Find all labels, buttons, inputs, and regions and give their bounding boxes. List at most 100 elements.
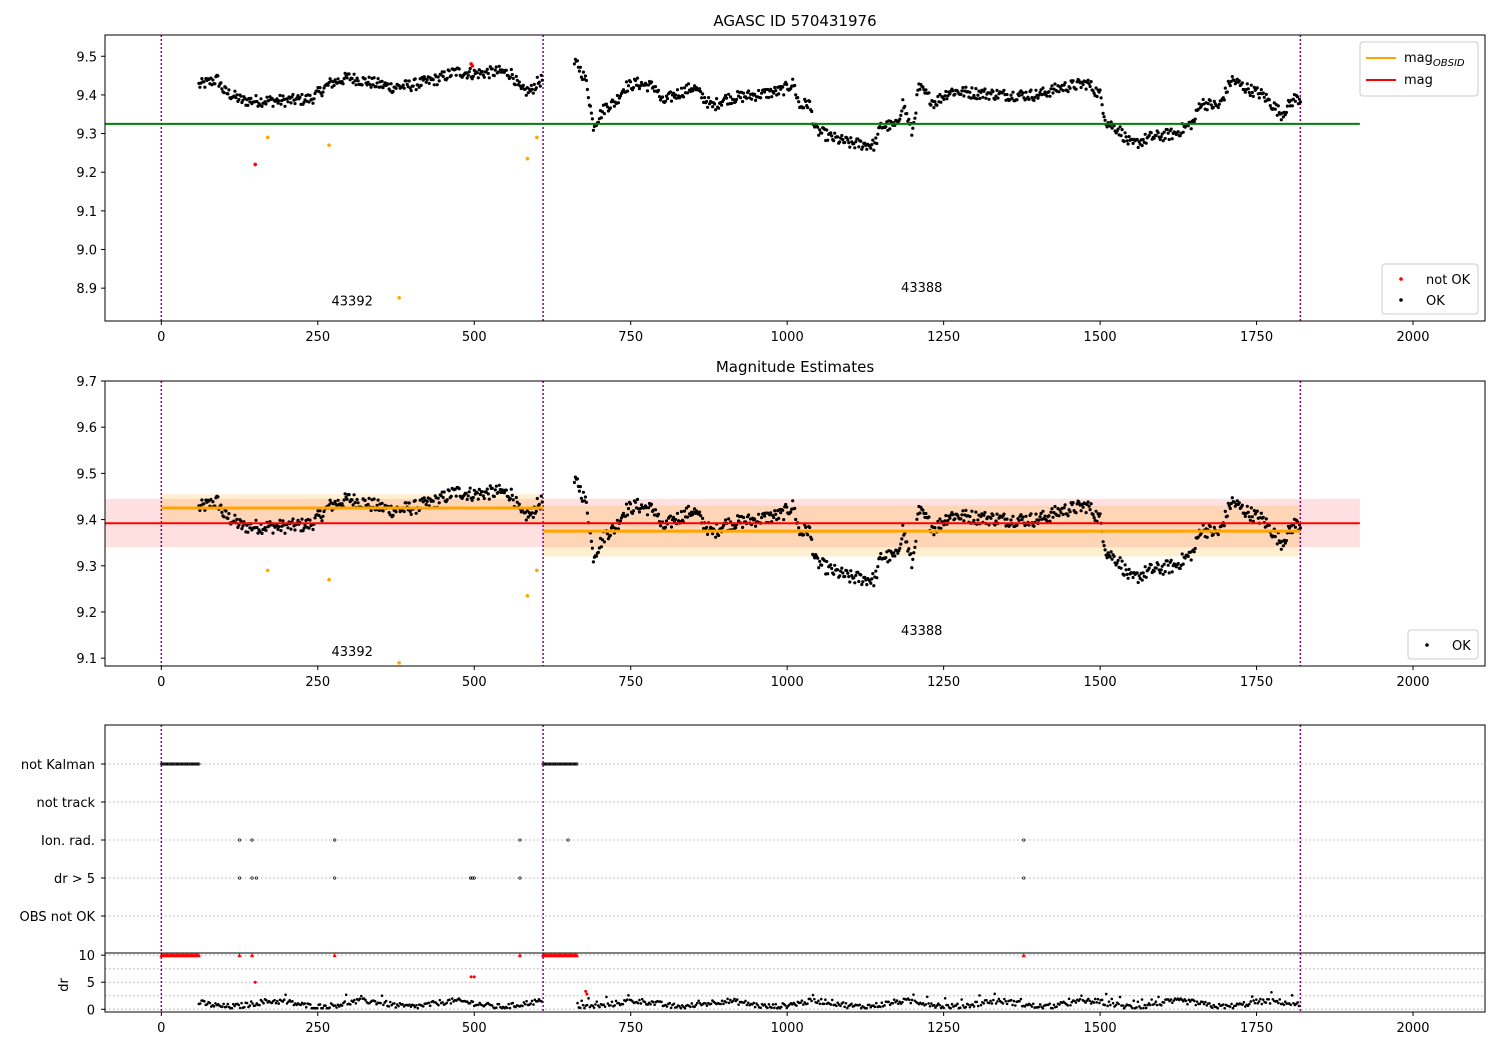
p2-ytick-label: 9.2	[76, 606, 97, 621]
p3-dr-point	[281, 1000, 285, 1003]
p2-ok-point	[219, 503, 223, 507]
p3-dr-point	[1100, 998, 1104, 1002]
p3-dr-point	[925, 995, 929, 999]
p2-ok-point	[983, 510, 987, 515]
p1-ok-point	[411, 84, 415, 88]
p3-dr-point	[1292, 1001, 1295, 1005]
p3-dr-point	[353, 998, 356, 1002]
p3-dr-point	[505, 1006, 509, 1010]
p2-ok-point	[840, 566, 844, 570]
p1-ok-point	[1005, 92, 1009, 97]
panel2-x-axis: 0 250 500 750 1000 1250 1500 1750 2000	[157, 666, 1430, 690]
p1-ok-point	[685, 91, 690, 95]
p1-ok-point	[1181, 130, 1185, 134]
p1-ok-point	[372, 76, 376, 80]
p3-dr-point	[413, 1005, 417, 1009]
p2-ok-point	[1077, 501, 1081, 505]
p1-ok-point	[289, 101, 293, 105]
p3-dr-point	[815, 1001, 819, 1005]
p3-dr-point	[220, 1005, 224, 1008]
p2-ok-point	[494, 484, 498, 488]
p2-ok-point	[699, 514, 703, 518]
p2-ok-point	[876, 565, 880, 569]
p2-ok-point	[347, 493, 351, 497]
p3-dr-point	[580, 999, 583, 1003]
p1-ok-point	[1053, 82, 1057, 86]
p1-ok-point	[496, 70, 500, 74]
p2-ok-point	[1074, 511, 1078, 515]
p2-ok-point	[924, 511, 928, 516]
p3-dr-point	[1198, 1002, 1202, 1006]
p2-ok-point	[211, 500, 215, 504]
p3-dr-point	[766, 1006, 769, 1010]
p1-ok-point	[1125, 139, 1129, 143]
p1-ok-point	[770, 95, 774, 99]
p1-ok-point	[705, 99, 709, 104]
p3-dr-point	[1132, 999, 1136, 1003]
p1-ytick-label: 9.0	[76, 244, 97, 259]
p1-ok-point	[1124, 135, 1128, 139]
p1-ok-point	[1049, 87, 1053, 91]
p2-ok-point	[322, 509, 326, 514]
p1-ok-point	[517, 80, 521, 84]
p1-ok-point	[1248, 93, 1252, 98]
p3-dr-point	[1107, 1000, 1111, 1003]
p1-outlier-point	[535, 135, 539, 140]
p1-ok-point	[681, 95, 686, 99]
p3-dr-point	[1223, 1006, 1226, 1010]
p3-dr-point	[668, 1001, 672, 1005]
p1-ok-point	[942, 97, 946, 101]
p2-ok-point	[948, 516, 952, 520]
p2-ok-point	[1094, 509, 1098, 513]
p2-ok-point	[879, 552, 883, 556]
p1-ok-point	[763, 90, 767, 94]
p1-ok-point	[876, 132, 880, 136]
p1-ok-point	[907, 117, 911, 121]
p1-ok-point	[409, 89, 413, 93]
p2-ok-point	[488, 484, 492, 488]
p1-ok-point	[480, 70, 484, 74]
p1-ok-point	[772, 91, 776, 95]
p1-ok-point	[487, 76, 491, 80]
p3-dr-point	[333, 1004, 337, 1007]
p1-ok-point	[311, 101, 315, 105]
p2-ok-point	[901, 523, 905, 527]
p2-ok-point	[1261, 515, 1265, 519]
p2-ok-point	[1232, 500, 1236, 504]
p2-ok-point	[407, 501, 411, 505]
p2-ok-point	[816, 556, 820, 560]
p1-ok-point	[1222, 98, 1226, 102]
p1-ok-point	[530, 87, 534, 91]
p3-dr-point	[932, 1003, 936, 1007]
p2-ok-point	[333, 499, 337, 504]
p2-ok-point	[793, 506, 797, 510]
p1-ok-point	[1295, 95, 1299, 99]
p3-dr-point	[1103, 1003, 1107, 1007]
p3-dr-point	[203, 1000, 206, 1003]
p3-dr-point	[850, 1002, 853, 1006]
p1-ok-point	[211, 78, 215, 82]
p1-ok-point	[509, 67, 513, 72]
p2-ok-point	[514, 495, 518, 500]
p1-ok-point	[302, 100, 306, 104]
p3-dr-point	[379, 1001, 382, 1005]
p3-flag-point	[468, 876, 473, 880]
p2-ok-point	[686, 504, 691, 508]
p1-ok-point	[1045, 94, 1049, 98]
p3-dr-point	[771, 1003, 775, 1006]
p1-ok-point	[524, 93, 528, 97]
p2-ok-point	[727, 517, 731, 521]
p2-ok-point	[457, 487, 461, 491]
p1-ok-point	[615, 93, 620, 98]
p1-ok-point	[1091, 89, 1095, 93]
p3-dr-point	[205, 1002, 209, 1006]
p1-ok-point	[475, 71, 479, 75]
p1-ok-point	[255, 99, 259, 104]
p3-dr-point	[989, 999, 992, 1003]
p3-dr-ytick-label: 10	[78, 949, 95, 964]
p2-ok-point	[441, 495, 445, 500]
p2-ok-point	[914, 539, 918, 543]
p1-ok-point	[1264, 92, 1268, 96]
p2-ok-point	[293, 528, 297, 532]
p2-ok-point	[1279, 547, 1283, 551]
